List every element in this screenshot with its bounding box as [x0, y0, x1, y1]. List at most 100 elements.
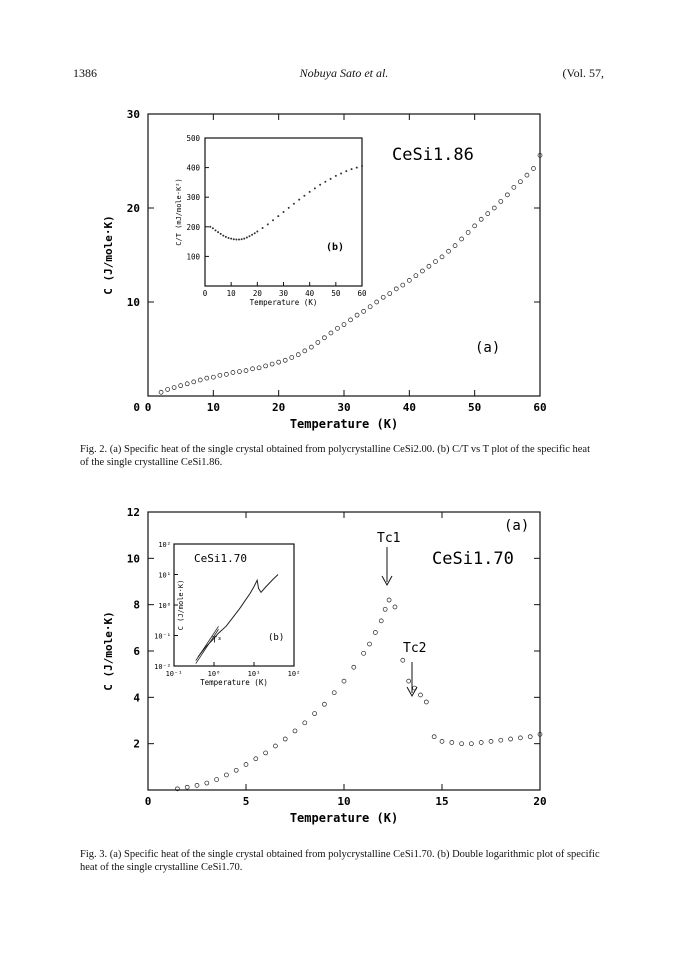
fig2-main-point	[158, 389, 164, 395]
fig3-panel-label: (a)	[504, 518, 529, 534]
fig3-main-point	[537, 732, 543, 737]
fig2-main-point	[335, 325, 340, 331]
fig2-main-y-axis-label: C (J/mole·K)	[102, 215, 115, 294]
fig3-main-point	[361, 650, 366, 656]
fig3-main-point	[498, 737, 504, 743]
fig2-inset-point	[209, 225, 212, 228]
fig3-main-x-axis-label: Temperature (K)	[290, 811, 398, 825]
fig2-inset-point	[319, 183, 322, 186]
fig2-main-x-tick-label: 30	[337, 401, 350, 414]
fig2-main-point	[328, 330, 334, 336]
fig2-main-origin-label: 0	[133, 401, 140, 414]
fig3-main-point	[423, 699, 429, 705]
fig3-main-point	[341, 678, 347, 684]
fig2-inset-point	[329, 177, 332, 180]
fig2-main-point	[243, 368, 249, 373]
fig2-main-point	[420, 268, 425, 274]
fig2-main-x-tick-label: 20	[272, 401, 285, 414]
fig2-main-point	[289, 355, 295, 360]
fig2-inset-point	[272, 219, 275, 222]
fig3-main-point	[204, 780, 210, 786]
fig2-inset-point	[251, 233, 254, 236]
fig3-main-point	[386, 597, 392, 603]
fig2-main-point	[250, 366, 255, 372]
fig2-inset-x-tick-label: 30	[279, 289, 289, 298]
fig2-main-point	[446, 248, 451, 254]
fig2-main-point	[165, 387, 170, 392]
fig3-inset-y-tick-label: 10²	[158, 541, 171, 549]
fig3-main-y-tick-label: 6	[133, 645, 140, 658]
fig3-main-point	[367, 641, 372, 647]
fig2-main-point	[178, 383, 184, 389]
fig2-inset-x-tick-label: 10	[227, 289, 237, 298]
fig2-caption: Fig. 2. (a) Specific heat of the single …	[80, 444, 591, 468]
fig2-main-point	[478, 216, 484, 222]
fig2-main-point	[230, 370, 236, 375]
fig2-main-point	[367, 304, 373, 310]
fig3-inset-bg	[172, 536, 296, 668]
fig2-main-point	[184, 381, 190, 387]
fig2-main-point	[315, 340, 321, 345]
fig2-inset-point	[238, 238, 241, 241]
fig2-main-y-tick-label: 20	[127, 202, 140, 215]
fig2-main-x-tick-label: 0	[145, 401, 152, 414]
fig2-main-point	[433, 259, 438, 264]
fig3-main-point	[273, 743, 278, 749]
fig2-main-point	[380, 294, 386, 300]
fig2-inset-point	[287, 206, 290, 209]
fig2-main-point	[341, 322, 347, 327]
fig2-main-point	[348, 317, 353, 323]
fig2-inset-point	[345, 170, 348, 173]
fig2-main-point	[354, 312, 360, 318]
fig3-main-point	[449, 740, 455, 745]
fig3-main-x-tick-label: 5	[243, 795, 250, 808]
fig2-main-x-tick-label: 50	[468, 401, 481, 414]
fig2-main-point	[406, 278, 412, 283]
fig3-main-y-tick-label: 10	[127, 552, 140, 565]
fig3-main-point	[351, 664, 357, 670]
fig2-inset-point	[230, 237, 233, 240]
fig3-main-y-tick-label: 8	[133, 599, 140, 612]
fig3-main-point	[478, 740, 484, 745]
fig2-main-point	[426, 263, 432, 269]
fig2-main-point	[439, 254, 445, 260]
fig2-main-point	[256, 365, 262, 371]
fig2-inset-point	[303, 194, 306, 197]
fig2-main-point	[374, 299, 380, 305]
fig2-inset-label: (b)	[326, 242, 344, 253]
fig3-inset-x-tick-label: 10²	[288, 670, 301, 678]
fig2-main-point	[413, 273, 419, 279]
fig3-inset-compound-label: CeSi1.70	[194, 552, 247, 565]
fig2-inset-x-axis-label: Temperature (K)	[250, 298, 318, 307]
fig2-inset-point	[324, 180, 327, 183]
fig2-inset-point	[266, 223, 269, 226]
fig2-inset-y-tick-label: 200	[186, 223, 200, 232]
fig3-main-y-axis-label: C (J/mole·K)	[102, 611, 115, 690]
fig2-main-point	[302, 348, 308, 354]
fig2-main-x-tick-label: 60	[533, 401, 546, 414]
fig2-main-point	[322, 335, 327, 341]
fig3-main-point	[331, 690, 337, 696]
fig3-main-point	[214, 777, 219, 782]
fig2-inset-point	[219, 232, 222, 235]
fig3-inset-label: (b)	[268, 633, 284, 643]
fig2-inset-point	[308, 190, 311, 193]
fig3-inset-t3-label: T³	[212, 635, 222, 644]
fig2-inset-point	[298, 198, 301, 201]
fig2-inset-x-tick-label: 0	[203, 289, 208, 298]
fig3-main-point	[418, 692, 423, 698]
fig2-inset-point	[214, 229, 217, 232]
fig2-inset-point	[256, 230, 259, 233]
author-text: Nobuya Sato et al.	[299, 66, 389, 80]
fig3-main-point	[233, 767, 239, 773]
fig2-main-point	[498, 199, 504, 204]
fig3-main-point	[378, 618, 384, 624]
fig2-main-point	[191, 379, 197, 385]
fig3-main-y-tick-label: 12	[127, 506, 140, 519]
fig2-inset-point	[232, 238, 235, 241]
fig2-main-point	[459, 236, 464, 242]
fig3-main-point	[527, 734, 533, 740]
fig3-main-point	[400, 657, 406, 663]
fig2-main-point	[295, 352, 301, 357]
fig3-tc1-label: Tc1	[377, 531, 400, 546]
